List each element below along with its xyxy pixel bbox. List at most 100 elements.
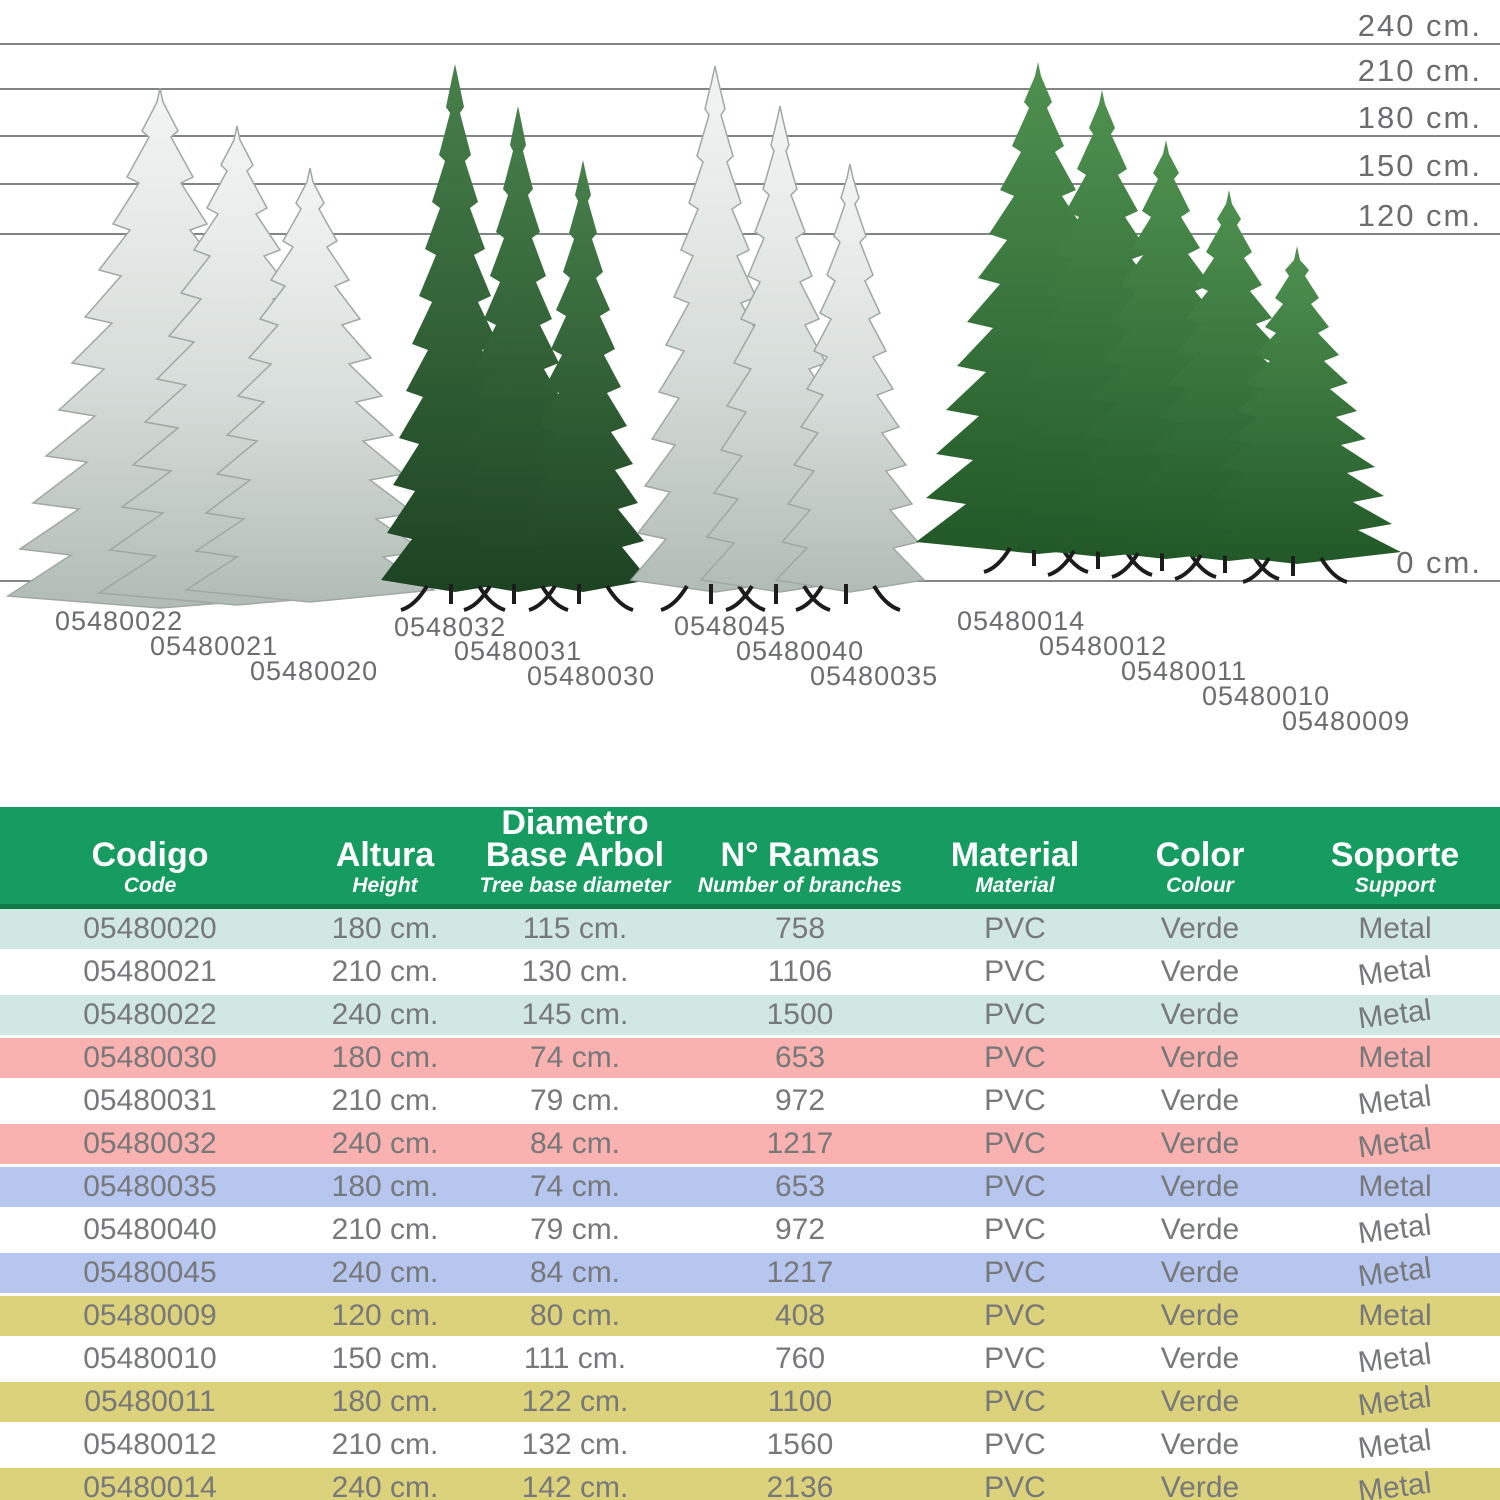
cell-color: Verde [1110, 1079, 1290, 1124]
cell-color: Verde [1110, 993, 1290, 1038]
cell-support: Metal [1290, 1165, 1500, 1210]
table-row: 05480012 210 cm. 132 cm. 1560 PVC Verde … [0, 1423, 1500, 1468]
cell-branches: 1560 [680, 1423, 920, 1468]
cell-height: 210 cm. [300, 950, 470, 995]
tree-code-label: 05480012 [1039, 631, 1168, 661]
cell-color: Verde [1110, 1423, 1290, 1468]
size-chart: 240 cm. 210 cm. 180 cm. 150 cm. 120 cm. … [0, 8, 1500, 736]
size-label-210: 210 cm. [1357, 53, 1482, 88]
cell-height: 210 cm. [300, 1423, 470, 1468]
cell-height: 120 cm. [300, 1294, 470, 1339]
cell-code: 05480032 [0, 1122, 300, 1167]
col-header-material: Material Material [920, 807, 1110, 909]
trees-illustration [5, 62, 1401, 612]
flocked-wide-trees [5, 87, 437, 609]
cell-support: Metal [1290, 1122, 1500, 1167]
cell-material: PVC [920, 1380, 1110, 1425]
cell-diameter: 130 cm. [470, 950, 680, 995]
cell-code: 05480031 [0, 1079, 300, 1124]
tree-code-label: 05480014 [957, 606, 1086, 636]
col-label-es: Material [950, 836, 1080, 875]
green-slim-trees [381, 64, 649, 612]
table-row: 05480031 210 cm. 79 cm. 972 PVC Verde Me… [0, 1079, 1500, 1124]
cell-code: 05480020 [0, 906, 300, 952]
table-row: 05480035 180 cm. 74 cm. 653 PVC Verde Me… [0, 1165, 1500, 1210]
cell-support: Metal [1290, 993, 1500, 1038]
cell-support: Metal [1290, 1079, 1500, 1124]
cell-material: PVC [920, 1079, 1110, 1124]
cell-material: PVC [920, 906, 1110, 952]
table-header-row: Codigo Code Altura Height Diametro Base … [0, 804, 1500, 909]
cell-branches: 1100 [680, 1380, 920, 1425]
cell-branches: 758 [680, 906, 920, 952]
col-label-es: Codigo [91, 836, 209, 875]
table-row: 05480030 180 cm. 74 cm. 653 PVC Verde Me… [0, 1036, 1500, 1081]
cell-height: 180 cm. [300, 1036, 470, 1081]
col-label-en: Material [975, 873, 1055, 897]
gridline-120cm [0, 233, 1500, 235]
col-label-en: Height [352, 873, 418, 897]
cell-color: Verde [1110, 1294, 1290, 1339]
tree-code-label: 05480020 [250, 656, 379, 686]
cell-code: 05480010 [0, 1337, 300, 1382]
cell-diameter: 79 cm. [470, 1208, 680, 1253]
cell-branches: 1217 [680, 1122, 920, 1167]
cell-branches: 1500 [680, 993, 920, 1038]
cell-color: Verde [1110, 950, 1290, 995]
size-label-240: 240 cm. [1357, 8, 1482, 43]
table-row: 05480011 180 cm. 122 cm. 1100 PVC Verde … [0, 1380, 1500, 1425]
cell-support: Metal [1290, 906, 1500, 952]
tree-code-label: 05480040 [736, 636, 865, 666]
cell-support: Metal [1290, 950, 1500, 995]
cell-diameter: 84 cm. [470, 1251, 680, 1296]
cell-material: PVC [920, 1251, 1110, 1296]
cell-color: Verde [1110, 1337, 1290, 1382]
cell-support: Metal [1290, 1380, 1500, 1425]
table-row: 05480010 150 cm. 111 cm. 760 PVC Verde M… [0, 1337, 1500, 1382]
gridline-210cm [0, 88, 1500, 90]
cell-branches: 1217 [680, 1251, 920, 1296]
cell-material: PVC [920, 1122, 1110, 1167]
tree-code-label: 05480021 [150, 631, 279, 661]
col-label-es: Diametro Base Arbol [485, 804, 665, 875]
col-header-diametro: Diametro Base Arbol Tree base diameter [470, 804, 680, 909]
cell-color: Verde [1110, 1122, 1290, 1167]
tree-code-label: 05480009 [1282, 706, 1411, 736]
tree-code-label: 0548032 [394, 612, 507, 642]
cell-diameter: 74 cm. [470, 1165, 680, 1210]
col-label-en: Code [123, 873, 177, 897]
gridline-180cm [0, 135, 1500, 137]
col-label-es: Soporte [1330, 836, 1460, 875]
cell-color: Verde [1110, 1251, 1290, 1296]
cell-diameter: 74 cm. [470, 1036, 680, 1081]
cell-diameter: 84 cm. [470, 1122, 680, 1167]
cell-color: Verde [1110, 1036, 1290, 1081]
table-row: 05480032 240 cm. 84 cm. 1217 PVC Verde M… [0, 1122, 1500, 1167]
cell-support: Metal [1290, 1337, 1500, 1382]
cell-diameter: 115 cm. [470, 906, 680, 952]
cell-branches: 1106 [680, 950, 920, 995]
table-row: 05480020 180 cm. 115 cm. 758 PVC Verde M… [0, 906, 1500, 952]
gridline-240cm [0, 43, 1500, 45]
cell-support: Metal [1290, 1294, 1500, 1339]
col-label-es: Color [1155, 836, 1245, 875]
cell-support: Metal [1290, 1036, 1500, 1081]
tree-code-label: 0548045 [674, 611, 787, 641]
cell-branches: 760 [680, 1337, 920, 1382]
cell-material: PVC [920, 1165, 1110, 1210]
table-row: 05480014 240 cm. 142 cm. 2136 PVC Verde … [0, 1466, 1500, 1500]
table-row: 05480021 210 cm. 130 cm. 1106 PVC Verde … [0, 950, 1500, 995]
cell-material: PVC [920, 1036, 1110, 1081]
cell-diameter: 80 cm. [470, 1294, 680, 1339]
tree-code-label: 05480011 [1121, 656, 1248, 686]
cell-diameter: 111 cm. [470, 1337, 680, 1382]
size-label-150: 150 cm. [1357, 148, 1482, 183]
table-row: 05480040 210 cm. 79 cm. 972 PVC Verde Me… [0, 1208, 1500, 1253]
cell-height: 210 cm. [300, 1079, 470, 1124]
size-label-120: 120 cm. [1357, 198, 1482, 233]
table-row: 05480045 240 cm. 84 cm. 1217 PVC Verde M… [0, 1251, 1500, 1296]
cell-code: 05480011 [0, 1380, 300, 1425]
table-row: 05480009 120 cm. 80 cm. 408 PVC Verde Me… [0, 1294, 1500, 1339]
cell-support: Metal [1290, 1423, 1500, 1468]
cell-height: 240 cm. [300, 1122, 470, 1167]
